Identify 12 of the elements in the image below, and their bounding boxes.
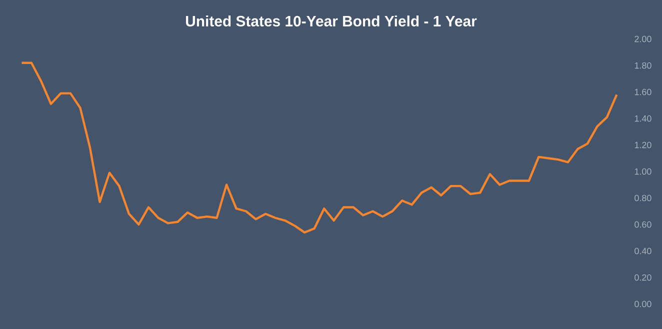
- y-tick-label: 1.00: [634, 168, 652, 175]
- chart-title: United States 10-Year Bond Yield - 1 Year: [186, 16, 477, 26]
- y-tick-label: 0.20: [634, 274, 652, 281]
- y-tick-label: 0.80: [634, 194, 652, 202]
- y-tick-label: 2.00: [634, 36, 652, 42]
- y-tick-label: 1.40: [634, 115, 652, 122]
- y-tick-label: 0.60: [634, 221, 652, 228]
- y-tick-label: 0.40: [634, 248, 652, 254]
- y-tick-label: 1.80: [634, 62, 652, 69]
- y-tick-label: 0.00: [634, 300, 652, 308]
- y-tick-label: 1.20: [634, 142, 652, 148]
- y-tick-label: 1.60: [634, 88, 652, 96]
